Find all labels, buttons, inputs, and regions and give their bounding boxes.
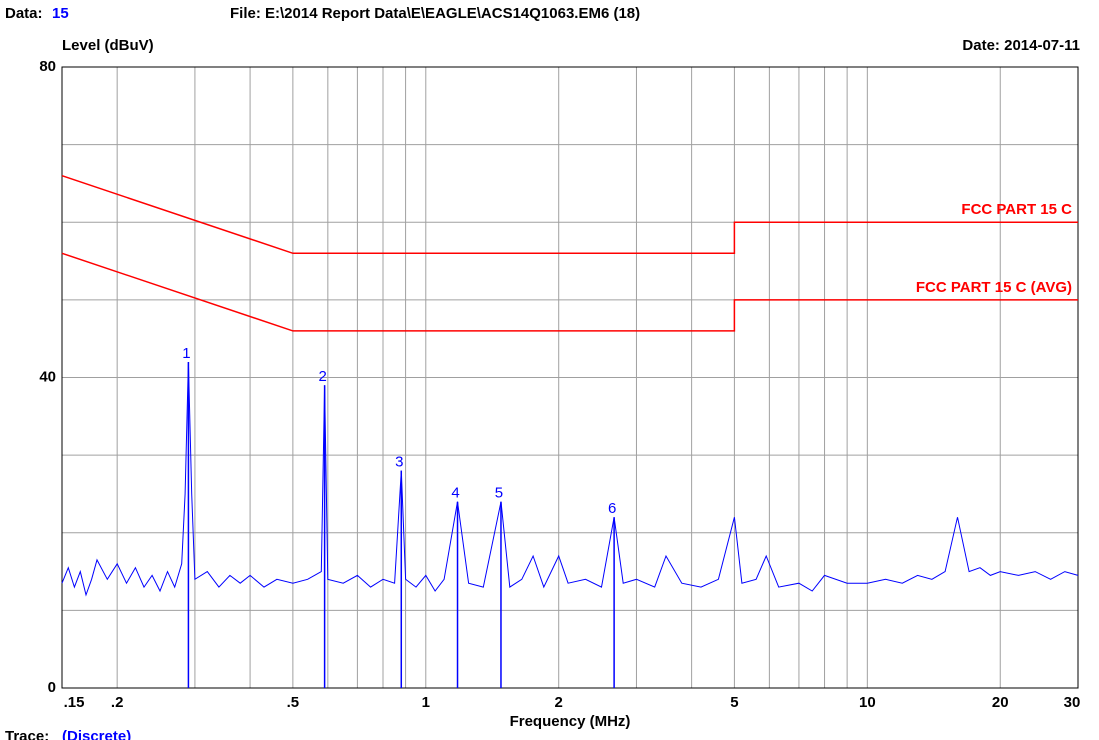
marker-label: 6 [608,500,616,517]
plot-frame [61,66,1079,689]
x-tick-label: 20 [992,694,1009,711]
x-tick-label: 2 [555,694,563,711]
x-tick-label: 30 [1064,694,1081,711]
legend-label: FCC PART 15 C (AVG) [916,279,1072,296]
file-name: File: E:\2014 Report Data\E\EAGLE\ACS14Q… [230,5,640,22]
x-tick-label: 1 [422,694,430,711]
limit-line [61,252,1078,332]
marker-label: 4 [451,485,459,502]
marker-label: 2 [318,368,326,385]
x-tick-label: .5 [287,694,300,711]
date: Date: 2014-07-11 [962,37,1080,54]
marker-label: 3 [395,454,403,471]
x-tick-label: .2 [111,694,124,711]
marker-label: 1 [182,345,190,362]
y-tick-label: 80 [39,58,56,75]
x-tick-label: 5 [730,694,738,711]
y-tick-label: 40 [39,368,56,385]
data-label: Data: [5,5,43,22]
data-number: 15 [52,5,69,22]
trace-mode: (Discrete) [62,728,131,740]
trace-label: Trace: [5,728,49,740]
x-tick-label: .15 [64,694,85,711]
marker-label: 5 [495,485,503,502]
y-tick-label: 0 [48,679,56,696]
legend-label: FCC PART 15 C [961,201,1072,218]
trace-line [61,361,1079,597]
x-tick-label: 10 [859,694,876,711]
limit-line [61,174,1078,255]
y-axis-label: Level (dBuV) [62,37,154,54]
x-axis-label: Frequency (MHz) [510,713,631,730]
